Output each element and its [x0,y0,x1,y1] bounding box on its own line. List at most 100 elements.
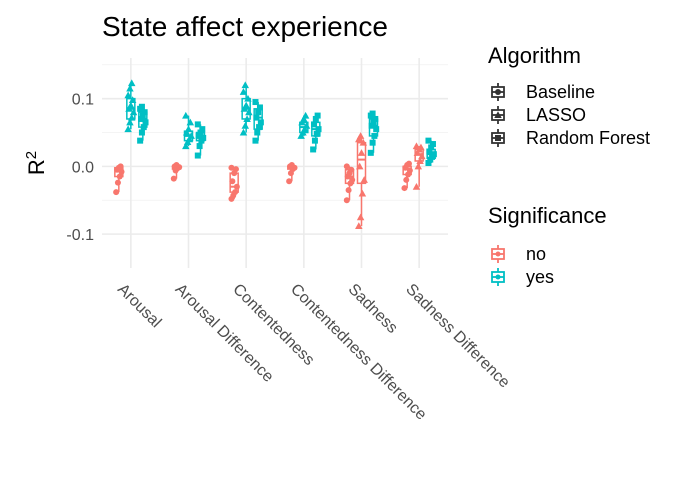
data-point [195,132,202,139]
boxplot-random-forest [137,103,149,144]
data-point [357,149,366,156]
data-point [124,91,132,99]
data-point [127,79,136,87]
data-point [368,122,375,129]
data-point [142,119,149,126]
data-point [126,84,134,92]
data-point [252,99,259,106]
data-point [314,112,321,119]
data-point [356,132,365,139]
data-point [369,110,376,117]
data-point [253,114,260,121]
boxplot-lasso [239,81,253,136]
data-point [182,111,190,119]
data-point [297,132,305,139]
data-point [349,176,356,183]
data-point [403,176,410,183]
data-point [343,197,350,204]
legend-title-significance: Significance [488,203,607,228]
data-point [412,142,421,150]
y-tick-label: 0.1 [72,92,94,109]
data-point [367,149,374,156]
y-tick-label: -0.1 [66,227,94,244]
data-point [428,144,435,151]
data-point [194,121,201,128]
data-point [137,137,144,144]
data-point [416,157,424,164]
data-point [141,109,148,116]
data-point [302,121,311,129]
data-point [228,164,235,171]
data-point [298,118,306,126]
data-point [127,113,136,121]
data-point [185,135,194,143]
boxplot-baseline [170,162,183,182]
data-point [229,178,236,185]
data-point [254,129,261,136]
x-tick-label: Arousal [114,281,164,331]
legend-label-algorithm: Baseline [526,82,595,102]
data-point [355,162,364,170]
boxplot-lasso [412,142,426,190]
data-point [311,121,318,128]
legend-key-significance [491,268,505,286]
legend-label-algorithm: Random Forest [526,128,650,148]
data-point [358,189,367,197]
data-point [405,160,412,167]
data-point [300,125,309,133]
data-point [242,101,250,109]
data-point [138,115,145,122]
data-point [414,162,423,170]
grid [102,58,448,268]
data-point [313,130,320,137]
data-point [200,134,207,141]
data-point [311,137,318,144]
legend-key-shape [495,274,501,280]
data-point [182,142,190,150]
boxplots [113,79,437,229]
data-point [138,129,145,136]
chart-title: State affect experience [102,11,388,42]
data-point [170,175,177,182]
data-point [257,119,264,126]
data-point [244,94,252,102]
y-tick-label: 0.0 [72,159,94,176]
data-point [128,96,137,103]
data-point [425,160,432,166]
data-point [371,132,378,139]
data-point [372,115,379,122]
boxplot-lasso [355,132,368,229]
data-point [413,149,422,156]
data-point [359,138,368,146]
data-point [233,183,240,190]
x-axis: Arousal Arousal DifferenceContentednessCo… [114,281,513,424]
data-point [138,103,145,110]
data-point [199,126,206,133]
boxplot-random-forest [367,110,380,156]
data-point [239,88,248,95]
legend-key-shape [495,89,501,95]
data-point [360,176,368,183]
data-point [241,81,250,89]
data-point [126,118,134,126]
boxplot-baseline [286,162,298,185]
data-point [286,178,293,185]
data-point [343,163,350,170]
y-axis: -0.1 0.0 0.1 [66,92,94,244]
data-point [186,118,195,126]
data-point [412,182,421,190]
data-point [194,152,201,159]
boxplot-lasso [297,111,311,139]
y-axis-title-main: R [24,159,49,175]
data-point [370,119,377,126]
legend-label-significance: yes [526,267,554,287]
data-point [430,151,437,158]
boxplot-random-forest [425,137,437,166]
data-point [310,146,317,153]
data-point [243,115,251,122]
data-point [301,111,310,119]
data-point [355,135,363,143]
x-tick-label: Sadness [345,281,401,337]
boxplot-lasso [182,111,195,150]
legend-label-algorithm: LASSO [526,105,586,125]
